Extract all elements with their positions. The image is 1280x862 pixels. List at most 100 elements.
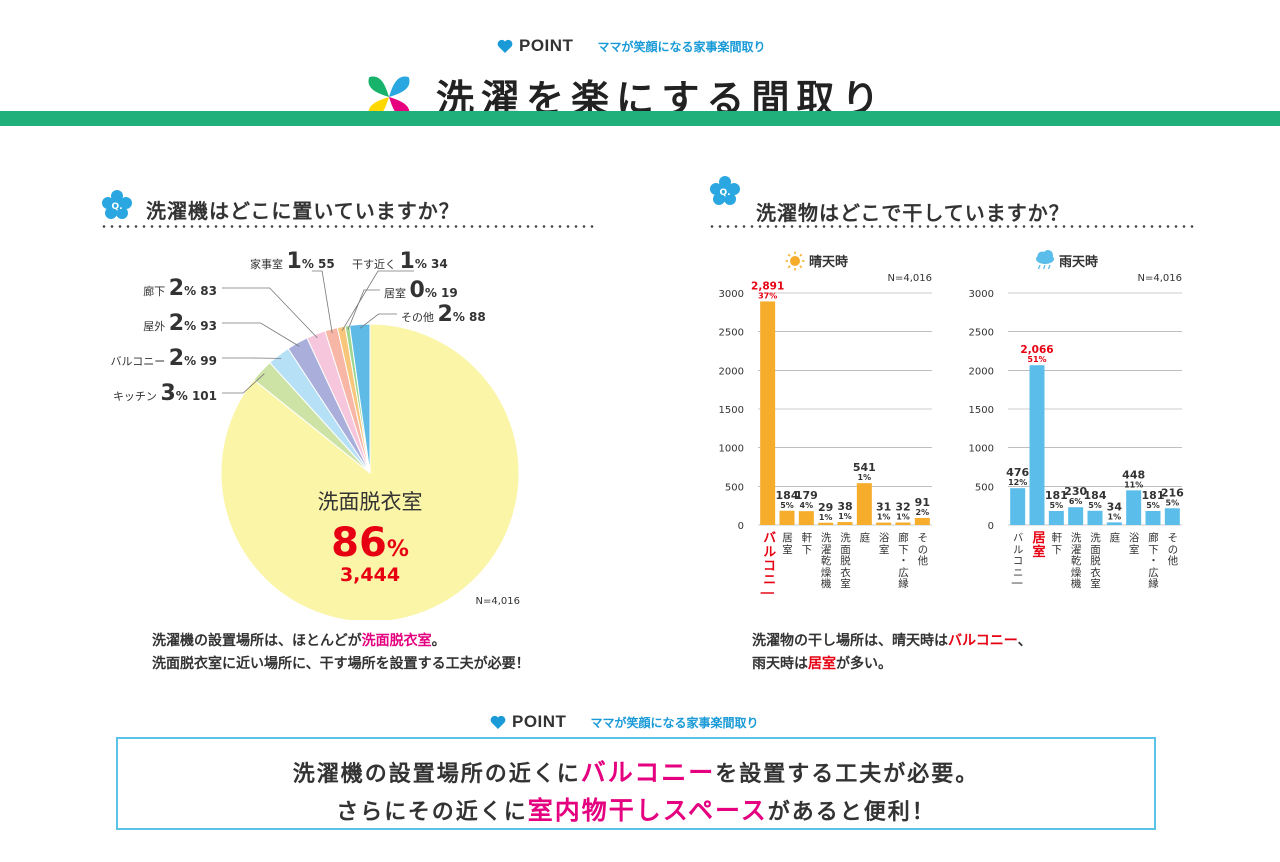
footer-point-badge: POINT ママが笑顔になる家事楽間取り <box>490 712 758 732</box>
bar-pct-label: 2% <box>916 508 930 517</box>
bar-7 <box>1126 490 1142 525</box>
q2-caption-line1: 洗濯物の干し場所は、晴天時はバルコニー、 <box>752 633 1032 649</box>
bar-value-label: 184 <box>776 489 799 502</box>
bar-1 <box>1010 488 1026 525</box>
y-tick-label: 1000 <box>719 444 744 455</box>
bar-5 <box>837 522 853 525</box>
pie-slice-label-5: 家事室 1% 55 <box>250 249 335 274</box>
bar-chart-n-label: N=4,016 <box>888 273 933 284</box>
q-flower-icon: Q. <box>710 176 740 205</box>
point-subtitle: ママが笑顔になる家事楽間取り <box>590 715 759 730</box>
x-category-label: 居室 <box>1030 531 1046 559</box>
bar-9 <box>1164 508 1180 525</box>
x-category-label: その他 <box>916 532 928 566</box>
bar-value-label: 448 <box>1122 468 1145 481</box>
bar-value-label: 230 <box>1064 485 1087 498</box>
y-tick-label: 2000 <box>969 366 994 377</box>
x-category-label: 洗濯乾燥機 <box>820 532 832 589</box>
sun-icon <box>785 251 805 271</box>
header-point-badge: POINT ママが笑顔になる家事楽間取り <box>497 36 765 56</box>
y-tick-label: 1500 <box>969 405 994 416</box>
y-tick-label: 2500 <box>969 328 994 339</box>
bar-9 <box>914 517 930 525</box>
bar-3 <box>1048 511 1064 525</box>
heart-icon <box>490 715 506 729</box>
bar-value-label: 29 <box>818 501 833 514</box>
x-category-label: 廊下・広縁 <box>1147 531 1159 588</box>
rain-cloud-icon <box>1036 250 1054 270</box>
pie-main-label: 洗面脱衣室 <box>318 490 423 514</box>
point-label: POINT <box>519 36 574 55</box>
bar-pct-label: 11% <box>1124 480 1143 489</box>
bar-value-label: 38 <box>837 500 852 513</box>
pie-main-pct: 86% <box>331 520 409 566</box>
q1-caption-line1: 洗濯機の設置場所は、ほとんどが洗面脱衣室。 <box>152 633 446 649</box>
header-band <box>0 111 1280 126</box>
summary-line1: 洗濯機の設置場所の近くにバルコニーを設置する工夫が必要。 <box>292 758 980 787</box>
point-label: POINT <box>512 712 567 731</box>
bar-8 <box>895 522 911 525</box>
bar-value-label: 181 <box>1045 489 1068 502</box>
x-category-label: 浴室 <box>878 532 890 554</box>
x-category-label: バルコニ| <box>760 531 776 596</box>
pie-n-label: N=4,016 <box>476 596 521 607</box>
pie-slice-label-1: キッチン 3% 101 <box>113 381 217 406</box>
pie-leader-line-5 <box>312 270 333 334</box>
bar-chart-n-label: N=4,016 <box>1138 273 1183 284</box>
bar-pct-label: 6% <box>1069 497 1083 506</box>
q2-caption: 洗濯物の干し場所は、晴天時はバルコニー、 雨天時は居室が多い。 <box>752 630 1032 676</box>
pie-main-count: 3,444 <box>340 564 400 586</box>
pie-leader-line-1 <box>222 373 265 394</box>
bar-value-label: 91 <box>915 496 930 509</box>
bar-pct-label: 1% <box>896 513 910 522</box>
bar-pct-label: 1% <box>838 512 852 521</box>
bar-pct-label: 5% <box>780 501 794 510</box>
bar-2 <box>1029 365 1045 525</box>
bar-value-label: 179 <box>795 489 818 502</box>
pie-slice-label-8: その他 2% 88 <box>401 302 486 327</box>
bar-value-label: 184 <box>1084 489 1107 502</box>
x-category-label: バルコニ| <box>1012 532 1024 585</box>
bar-6 <box>1106 522 1122 525</box>
pie-leader-line-6 <box>341 270 414 331</box>
bar-pct-label: 1% <box>877 513 891 522</box>
bar-pct-label: 4% <box>800 501 814 510</box>
pie-leader-line-7 <box>347 289 380 330</box>
bar-4 <box>818 522 834 525</box>
q1-caption: 洗濯機の設置場所は、ほとんどが洗面脱衣室。 洗面脱衣室に近い場所に、干す場所を設… <box>152 630 530 676</box>
y-tick-label: 3000 <box>969 289 994 300</box>
pie-leader-line-8 <box>359 313 397 329</box>
pie-slice-label-3: 屋外 2% 93 <box>143 311 217 336</box>
bar-chart-rainy: 雨天時 N=4,016 0 500 1000 1500 2000 2500 3000 47612%… <box>969 250 1184 589</box>
x-category-label: その他 <box>1166 532 1178 566</box>
q2-divider <box>708 225 1198 228</box>
summary-line2: さらにその近くに室内物干しスペースがあると便利！ <box>336 796 936 825</box>
bar-1 <box>760 301 776 525</box>
bar-value-label: 2,891 <box>751 280 784 292</box>
bar-value-label: 34 <box>1107 500 1123 513</box>
y-tick-label: 3000 <box>719 289 744 300</box>
bar-pct-label: 5% <box>1050 501 1064 510</box>
bar-pct-label: 5% <box>1088 501 1102 510</box>
bar-value-label: 32 <box>895 501 910 514</box>
summary-box: 洗濯機の設置場所の近くにバルコニーを設置する工夫が必要。 さらにその近くに室内物… <box>116 737 1156 830</box>
x-category-label: 洗面脱衣室 <box>839 532 851 589</box>
bar-6 <box>856 483 872 525</box>
bar-pct-label: 1% <box>858 473 872 482</box>
bar-pct-label: 5% <box>1146 501 1160 510</box>
bar-value-label: 476 <box>1006 466 1029 479</box>
y-tick-label: 0 <box>988 521 994 532</box>
heart-icon <box>497 39 513 53</box>
y-tick-label: 2500 <box>719 328 744 339</box>
pie-slice-label-2: バルコニー 2% 99 <box>111 346 218 371</box>
bar-pct-label: 12% <box>1008 478 1027 487</box>
bar-2 <box>779 510 795 525</box>
x-category-label: 居室 <box>781 532 793 554</box>
x-category-label: 庭 <box>1108 531 1120 543</box>
bar-value-label: 31 <box>876 501 891 514</box>
q1-caption-line2: 洗面脱衣室に近い場所に、干す場所を設置する工夫が必要！ <box>152 656 530 672</box>
y-tick-label: 500 <box>975 482 994 493</box>
bar-value-label: 541 <box>853 461 876 474</box>
bar-7 <box>876 522 892 525</box>
bar-chart-title: 晴天時 <box>809 254 848 270</box>
